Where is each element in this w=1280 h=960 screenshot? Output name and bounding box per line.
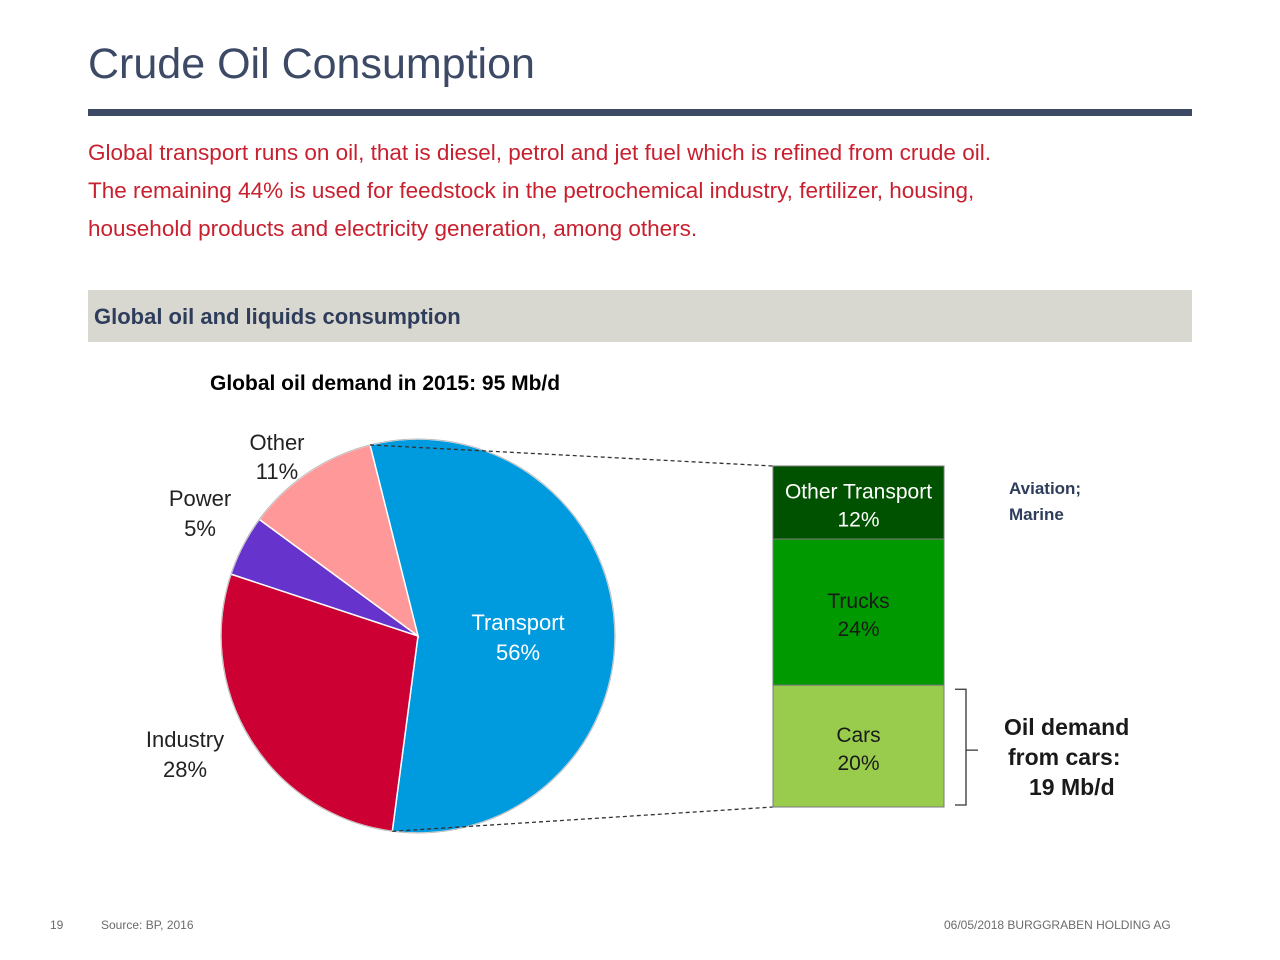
pie-value-industry: 28% <box>163 757 207 782</box>
pie-label-transport: Transport <box>471 610 564 635</box>
pie-label-power: Power <box>169 486 231 511</box>
pie-label-other: Other <box>249 430 304 455</box>
pie-value-power: 5% <box>184 516 216 541</box>
section-title: Global oil and liquids consumption <box>94 304 461 329</box>
bar-label-other-transport: Other Transport <box>785 481 932 504</box>
note-other-transport: Marine <box>1009 505 1064 524</box>
cars-bracket <box>955 688 978 806</box>
pie-to-bar-connectors <box>369 444 774 832</box>
pie-outline <box>220 438 616 834</box>
transport-breakdown-bar: Other Transport 12% Trucks 24% Cars 20% <box>772 465 945 808</box>
note-cars: Oil demand <box>1004 714 1129 740</box>
source-note: Source: BP, 2016 <box>101 918 194 932</box>
bar-segment-other-transport <box>772 465 945 540</box>
footer-date-company: 06/05/2018 BURGGRABEN HOLDING AG <box>944 918 1171 932</box>
intro-line: Global transport runs on oil, that is di… <box>88 140 991 165</box>
bar-label-cars: Cars <box>836 724 880 747</box>
page-number: 19 <box>50 918 64 932</box>
bar-segment-cars <box>772 684 945 808</box>
connector-bottom <box>392 806 774 832</box>
note-cars: 19 Mb/d <box>1029 774 1115 800</box>
bar-value-trucks: 24% <box>837 618 879 641</box>
note-cars: from cars: <box>1008 744 1120 770</box>
intro-line: The remaining 44% is used for feedstock … <box>88 178 975 203</box>
section-header: Global oil and liquids consumption <box>88 290 1192 342</box>
intro-line: household products and electricity gener… <box>88 216 698 241</box>
pie: Transport 56% Industry 28% Power 5% Other 11% <box>146 430 616 834</box>
title-divider <box>88 109 1192 116</box>
bar-value-other-transport: 12% <box>837 509 879 532</box>
annotations: Aviation; Marine Oil demand from cars: 19 Mb… <box>955 479 1129 806</box>
note-other-transport: Aviation; <box>1009 479 1081 498</box>
pie-label-industry: Industry <box>146 727 224 752</box>
bar-label-trucks: Trucks <box>827 590 889 613</box>
bar-value-cars: 20% <box>837 752 879 775</box>
intro-text: Global transport runs on oil, that is di… <box>88 134 1188 248</box>
pie-value-other: 11% <box>256 459 298 484</box>
chart-title: Global oil demand in 2015: 95 Mb/d <box>210 372 560 395</box>
pie-value-transport: 56% <box>496 640 540 665</box>
page-title: Crude Oil Consumption <box>88 40 535 88</box>
connector-top <box>369 444 774 467</box>
